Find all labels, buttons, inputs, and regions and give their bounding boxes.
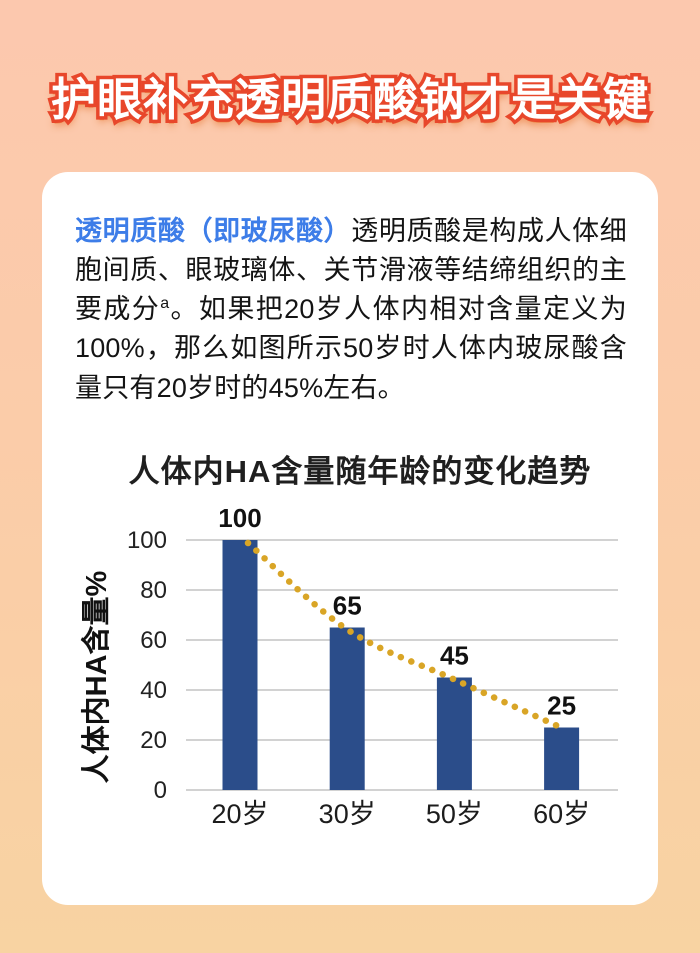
trend-dotted-line [244,539,560,729]
bar-value-label: 100 [218,503,261,533]
y-tick-label: 100 [127,527,167,554]
intro-paragraph: 透明质酸（即玻尿酸）透明质酸是构成人体细胞间质、眼玻璃体、关节滑液等结缔组织的主… [75,212,627,408]
y-tick-label: 40 [140,677,167,704]
x-tick-label: 60岁 [533,799,590,829]
page-title-outline: 护眼补充透明质酸钠才是关键 [47,71,651,129]
bar [222,540,258,790]
content-card: 透明质酸（即玻尿酸）透明质酸是构成人体细胞间质、眼玻璃体、关节滑液等结缔组织的主… [42,172,658,905]
x-tick-label: 20岁 [211,799,268,829]
y-axis-label: 人体内HA含量% [79,570,113,783]
bar-value-label: 25 [547,691,576,721]
ha-age-bar-chart: 人体内HA含量随年龄的变化趋势 0 20 40 60 80 100 人体内HA含量% 100 2… [70,440,650,852]
y-tick-label: 20 [140,727,167,754]
intro-body-2: 。如果把20岁人体内相对含量定义为100%，那么如图所示50岁时人体内玻尿酸含量… [75,294,627,403]
y-tick-label: 0 [154,777,167,804]
intro-footnote-marker: a [160,295,170,313]
bar-value-label: 45 [440,641,469,671]
x-tick-label: 50岁 [426,799,483,829]
bar-value-label: 65 [333,591,362,621]
page-title: 护眼补充透明质酸钠才是关键 护眼补充透明质酸钠才是关键 [0,70,700,140]
chart-canvas: 0 20 40 60 80 100 人体内HA含量% 100 20岁 65 30岁 45 50岁 25 60… [79,503,618,829]
y-tick-label: 60 [140,627,167,654]
bar [329,627,365,790]
chart-title: 人体内HA含量随年龄的变化趋势 [128,454,592,489]
bar [436,677,472,790]
page-title-text: 护眼补充透明质酸钠才是关键 [50,74,649,125]
intro-lead-term: 透明质酸（即玻尿酸） [75,216,352,246]
y-tick-label: 80 [140,577,167,604]
intro-body-1: 透明质酸是构成人体细胞间质、眼玻璃体、关节滑液等结缔组织的主要成分 [75,216,628,325]
x-tick-label: 30岁 [319,799,376,829]
bar [544,727,580,790]
